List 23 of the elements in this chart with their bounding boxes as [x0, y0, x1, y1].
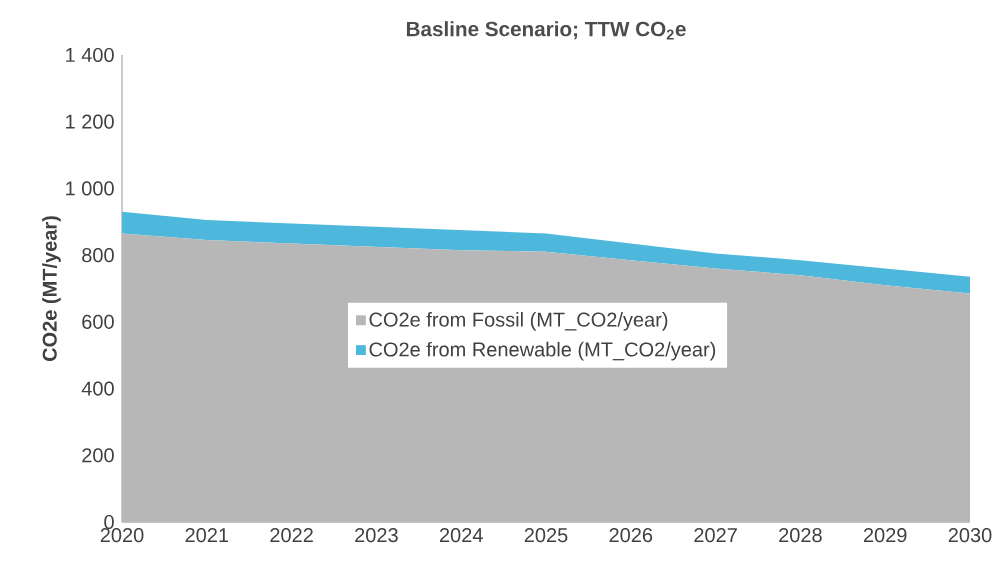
x-tick-label: 2029 — [863, 528, 907, 543]
x-tick-label: 2025 — [524, 528, 568, 543]
y-tick-label: 600 — [82, 314, 114, 329]
x-tick-label: 2030 — [948, 528, 992, 543]
x-tick-label: 2026 — [609, 528, 653, 543]
x-tick-label: 2020 — [100, 528, 144, 543]
y-tick-label: 1 000 — [66, 181, 114, 196]
chart-title: Basline Scenario; TTW CO$_{2}$e — [406, 21, 686, 40]
y-tick-label: 1 200 — [66, 114, 114, 129]
y-tick-label: 200 — [82, 448, 114, 463]
x-tick-label: 2027 — [694, 528, 737, 543]
x-tick-label: 2028 — [779, 528, 822, 543]
y-tick-label: 800 — [82, 248, 114, 263]
legend-label: CO2e from Fossil (MT_CO2/year) — [369, 312, 668, 331]
x-tick-label: 2022 — [270, 528, 313, 543]
y-tick-label: 1 400 — [66, 47, 114, 63]
y-tick-label: 400 — [81, 381, 114, 396]
y-axis-title: CO2e (MT/year) — [42, 216, 61, 362]
y-tick-label: 0 — [104, 514, 114, 530]
x-tick-label: 2023 — [355, 528, 398, 543]
x-tick-label: 2021 — [185, 528, 229, 543]
x-tick-label: 2024 — [439, 528, 483, 543]
legend-label: CO2e from Renewable (MT_CO2/year) — [369, 341, 716, 361]
